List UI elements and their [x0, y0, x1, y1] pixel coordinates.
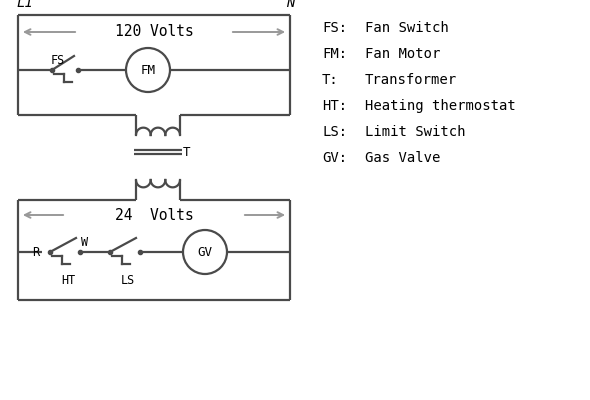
Text: GV: GV — [198, 246, 212, 258]
Text: Limit Switch: Limit Switch — [365, 125, 466, 139]
Text: Heating thermostat: Heating thermostat — [365, 99, 516, 113]
Text: T: T — [183, 146, 191, 158]
Text: 120 Volts: 120 Volts — [114, 24, 194, 40]
Text: HT: HT — [61, 274, 76, 287]
Text: W: W — [81, 236, 88, 249]
Text: Gas Valve: Gas Valve — [365, 151, 440, 165]
Text: Transformer: Transformer — [365, 73, 457, 87]
Text: Fan Motor: Fan Motor — [365, 47, 440, 61]
Text: FS: FS — [51, 54, 65, 67]
Text: FM:: FM: — [322, 47, 347, 61]
Text: GV:: GV: — [322, 151, 347, 165]
Text: FS:: FS: — [322, 21, 347, 35]
Text: L1: L1 — [16, 0, 33, 10]
Text: Fan Switch: Fan Switch — [365, 21, 449, 35]
Text: 24  Volts: 24 Volts — [114, 208, 194, 222]
Text: T:: T: — [322, 73, 339, 87]
Text: HT:: HT: — [322, 99, 347, 113]
Text: FM: FM — [140, 64, 156, 76]
Text: N: N — [286, 0, 294, 10]
Text: R: R — [32, 246, 39, 258]
Text: LS: LS — [121, 274, 135, 287]
Text: LS:: LS: — [322, 125, 347, 139]
